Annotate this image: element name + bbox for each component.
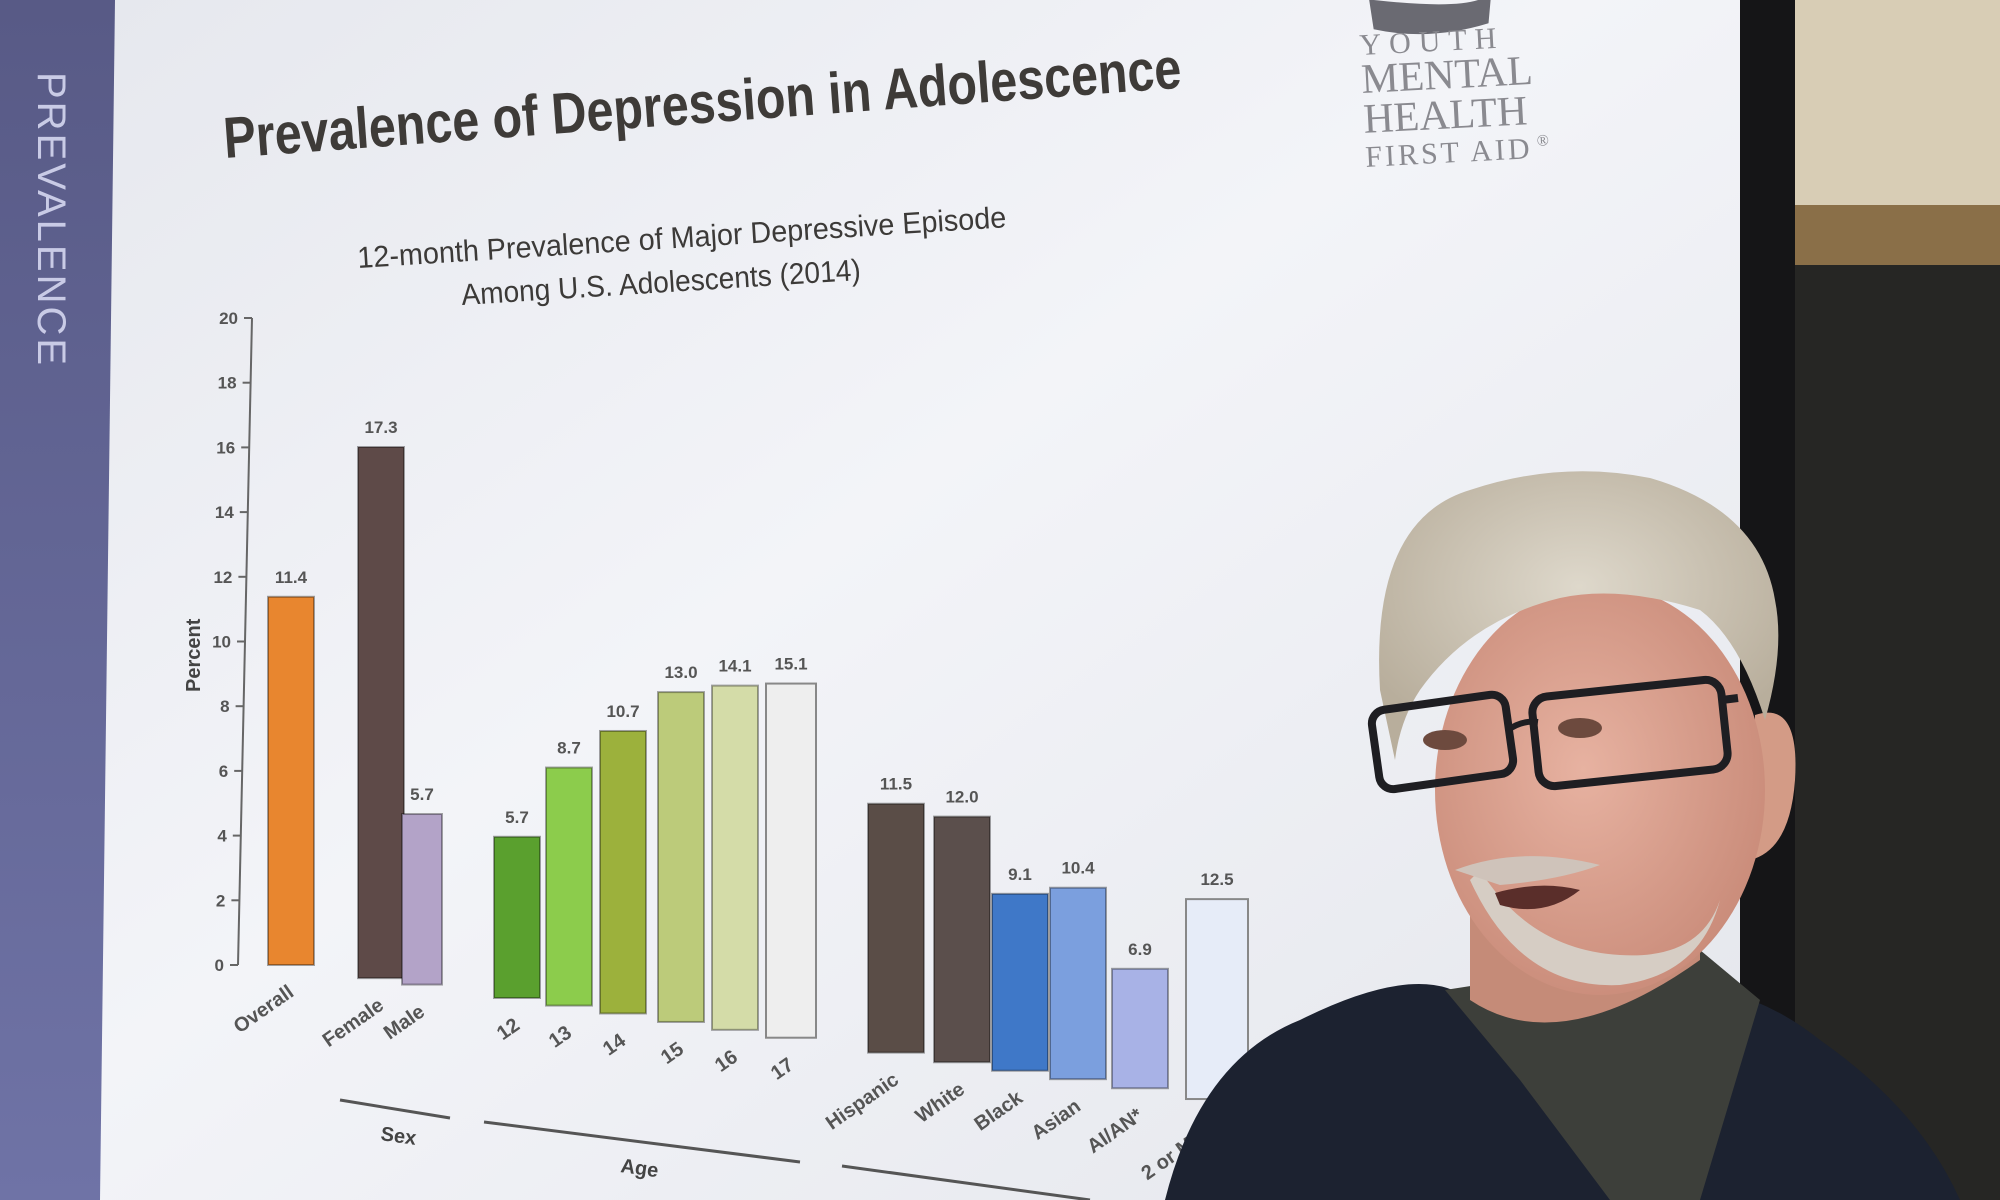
value-label: 12.5	[1200, 870, 1233, 889]
y-tick-label: 2	[216, 891, 225, 910]
bar	[765, 682, 817, 1039]
value-label: 11.4	[275, 568, 308, 587]
value-label: 17.3	[364, 418, 397, 437]
hair	[1379, 471, 1779, 760]
value-label: 11.5	[880, 775, 912, 794]
y-tick-label: 0	[215, 956, 224, 975]
y-tick-label: 14	[215, 503, 234, 522]
value-label: 10.4	[1061, 859, 1095, 878]
bar	[867, 802, 925, 1054]
value-label: 10.7	[606, 702, 639, 721]
y-tick-label: 8	[220, 697, 229, 716]
value-label: 6.9	[1128, 940, 1152, 959]
bar	[357, 446, 405, 980]
slide-side-band	[0, 0, 115, 1200]
bar	[1111, 967, 1169, 1090]
y-tick-label: 6	[219, 762, 228, 781]
group-line-age	[483, 1120, 801, 1164]
logo-line-2: MENTAL	[1360, 48, 1534, 103]
group-label-sex: Sex	[379, 1123, 417, 1150]
value-label: 9.1	[1008, 865, 1032, 884]
bar	[711, 684, 759, 1031]
bar	[401, 813, 443, 986]
value-label: 5.7	[505, 808, 529, 827]
mouth	[1495, 885, 1580, 910]
eyeglasses-icon	[1367, 675, 1739, 794]
chart-bars	[267, 446, 1249, 1101]
left-eye	[1423, 730, 1467, 750]
value-label: 5.7	[410, 785, 434, 804]
bar	[991, 892, 1049, 1072]
bar	[657, 691, 705, 1023]
value-label: 13.0	[664, 663, 697, 682]
y-tick-label: 16	[216, 438, 235, 457]
y-tick-label: 18	[218, 374, 237, 393]
beard	[1470, 870, 1720, 986]
chart-axes	[230, 317, 253, 966]
group-label-age: Age	[619, 1155, 659, 1182]
bar	[493, 835, 541, 999]
value-label: 12.0	[945, 788, 978, 807]
chalk-tray	[1790, 205, 2000, 265]
bar	[1049, 886, 1107, 1081]
value-label: 8.7	[557, 739, 581, 758]
group-line-race	[841, 1164, 1091, 1200]
logo-registered-mark: ®	[1536, 132, 1549, 150]
logo-line-3: HEALTH	[1362, 88, 1528, 143]
bar	[599, 729, 647, 1015]
right-eye	[1558, 718, 1602, 738]
presenter	[1165, 471, 1960, 1200]
youth-mhfa-logo: YOUTH MENTAL HEALTH FIRST AID ®	[1359, 0, 1549, 174]
value-label: 14.1	[718, 657, 751, 676]
side-label: PREVALENCE	[29, 72, 73, 368]
group-line-sex	[339, 1098, 451, 1120]
y-axis-label: Percent	[183, 618, 205, 692]
mustache	[1455, 856, 1600, 885]
y-tick-label: 12	[213, 568, 232, 587]
value-label: 15.1	[774, 655, 807, 674]
bar	[545, 766, 593, 1007]
y-tick-label: 10	[212, 633, 231, 652]
face	[1435, 585, 1765, 995]
y-tick-label: 20	[219, 309, 238, 328]
bar	[267, 595, 315, 967]
logo-line-1: YOUTH	[1359, 21, 1506, 62]
y-tick-label: 4	[217, 827, 227, 846]
logo-emblem-icon	[1369, 0, 1492, 35]
bar	[933, 815, 991, 1064]
